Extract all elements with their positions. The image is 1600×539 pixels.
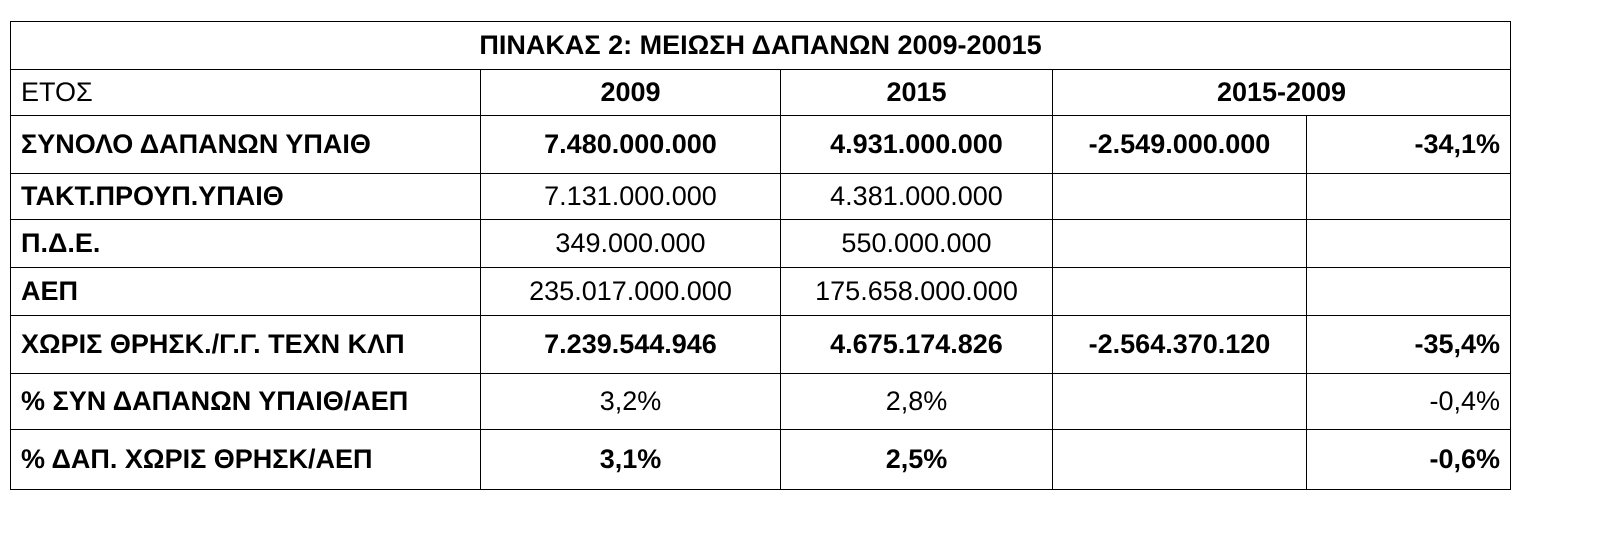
value-difference xyxy=(1052,373,1307,430)
table-row: % ΔΑΠ. ΧΩΡΙΣ ΘΡΗΣΚ/ΑΕΠ 3,1% 2,5% -0,6% xyxy=(10,429,1512,490)
value-2015: 4.675.174.826 xyxy=(780,315,1053,374)
value-difference: -2.549.000.000 xyxy=(1052,115,1307,174)
value-2009: 7.239.544.946 xyxy=(480,315,781,374)
value-2015: 175.658.000.000 xyxy=(780,267,1053,316)
table-header-row: ΕΤΟΣ 2009 2015 2015-2009 xyxy=(10,69,1512,116)
header-2009: 2009 xyxy=(480,69,781,116)
value-difference xyxy=(1052,219,1307,268)
row-label: ΤΑΚΤ.ΠΡΟΥΠ.ΥΠΑΙΘ xyxy=(10,173,481,220)
value-percent xyxy=(1305,219,1512,268)
table-row: ΑΕΠ 235.017.000.000 175.658.000.000 xyxy=(10,267,1512,316)
value-2015: 4.931.000.000 xyxy=(780,115,1053,174)
year-header-label: ΕΤΟΣ xyxy=(10,69,481,116)
value-2009: 349.000.000 xyxy=(480,219,781,268)
table-row: ΤΑΚΤ.ΠΡΟΥΠ.ΥΠΑΙΘ 7.131.000.000 4.381.000… xyxy=(10,173,1512,220)
value-percent: -0,4% xyxy=(1305,373,1512,430)
value-percent: -35,4% xyxy=(1305,315,1512,374)
value-percent: -34,1% xyxy=(1305,115,1512,174)
value-difference: -2.564.370.120 xyxy=(1052,315,1307,374)
row-label: ΣΥΝΟΛΟ ΔΑΠΑΝΩΝ ΥΠΑΙΘ xyxy=(10,115,481,174)
table-row: ΣΥΝΟΛΟ ΔΑΠΑΝΩΝ ΥΠΑΙΘ 7.480.000.000 4.931… xyxy=(10,115,1512,174)
value-percent xyxy=(1305,173,1512,220)
header-2015: 2015 xyxy=(780,69,1053,116)
value-2015: 2,5% xyxy=(780,429,1053,490)
value-2009: 3,1% xyxy=(480,429,781,490)
table-title: ΠΙΝΑΚΑΣ 2: ΜΕΙΩΣΗ ΔΑΠΑΝΩΝ 2009-20015 xyxy=(9,21,1512,70)
value-2009: 235.017.000.000 xyxy=(480,267,781,316)
table-row: ΧΩΡΙΣ ΘΡΗΣΚ./Γ.Γ. ΤΕΧΝ ΚΛΠ 7.239.544.946… xyxy=(10,315,1512,374)
table-row: % ΣΥΝ ΔΑΠΑΝΩΝ ΥΠΑΙΘ/ΑΕΠ 3,2% 2,8% -0,4% xyxy=(10,373,1512,430)
value-2009: 7.480.000.000 xyxy=(480,115,781,174)
value-2009: 3,2% xyxy=(480,373,781,430)
row-label: ΧΩΡΙΣ ΘΡΗΣΚ./Γ.Γ. ΤΕΧΝ ΚΛΠ xyxy=(10,315,481,374)
expense-reduction-table: ΠΙΝΑΚΑΣ 2: ΜΕΙΩΣΗ ΔΑΠΑΝΩΝ 2009-20015 ΕΤΟ… xyxy=(9,21,1512,490)
row-label: Π.Δ.Ε. xyxy=(10,219,481,268)
value-percent: -0,6% xyxy=(1305,429,1512,490)
header-difference: 2015-2009 xyxy=(1051,69,1512,116)
value-difference xyxy=(1052,267,1307,316)
value-difference xyxy=(1052,429,1307,490)
value-difference xyxy=(1052,173,1307,220)
value-percent xyxy=(1305,267,1512,316)
value-2015: 4.381.000.000 xyxy=(780,173,1053,220)
value-2015: 2,8% xyxy=(780,373,1053,430)
row-label: ΑΕΠ xyxy=(10,267,481,316)
value-2009: 7.131.000.000 xyxy=(480,173,781,220)
value-2015: 550.000.000 xyxy=(780,219,1053,268)
table-title-row: ΠΙΝΑΚΑΣ 2: ΜΕΙΩΣΗ ΔΑΠΑΝΩΝ 2009-20015 xyxy=(9,21,1512,70)
table-row: Π.Δ.Ε. 349.000.000 550.000.000 xyxy=(10,219,1512,268)
row-label: % ΣΥΝ ΔΑΠΑΝΩΝ ΥΠΑΙΘ/ΑΕΠ xyxy=(10,373,481,430)
row-label: % ΔΑΠ. ΧΩΡΙΣ ΘΡΗΣΚ/ΑΕΠ xyxy=(10,429,481,490)
